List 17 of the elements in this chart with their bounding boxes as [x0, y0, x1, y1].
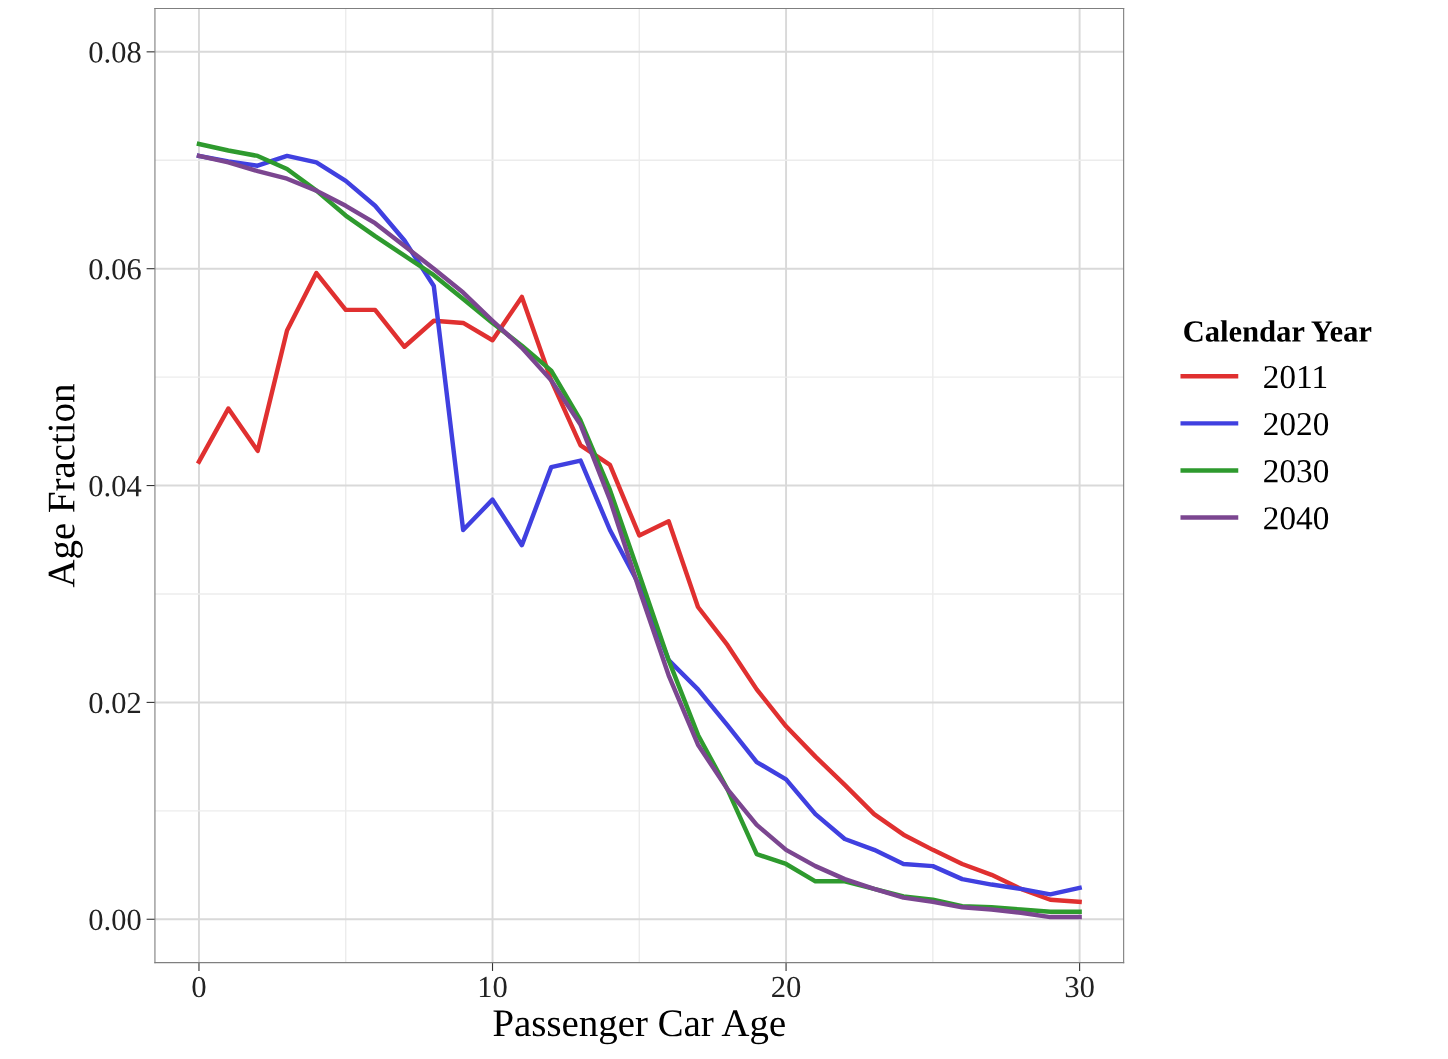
legend-label: 2030	[1264, 459, 1329, 483]
y-tick-label: 0.04	[89, 475, 142, 497]
line-series	[196, 270, 1082, 905]
legend-label: 2011	[1264, 365, 1327, 389]
x-tick-label: 0	[192, 976, 206, 998]
y-tick-label: 0.06	[89, 258, 141, 280]
legend-title: Calendar Year	[1184, 320, 1372, 342]
legend-label: 2020	[1264, 412, 1329, 436]
y-tick-label: 0.02	[89, 692, 141, 714]
x-axis-title: Passenger Car Age	[493, 1010, 785, 1045]
x-tick-label: 30	[1065, 976, 1094, 998]
x-tick-label: 20	[772, 976, 801, 998]
y-tick-label: 0.08	[89, 42, 141, 63]
legend-label: 2040	[1264, 507, 1329, 530]
x-tick-label: 10	[479, 976, 507, 998]
y-tick-label: 0.00	[89, 909, 141, 931]
y-axis-title: Age Fraction	[48, 384, 83, 588]
